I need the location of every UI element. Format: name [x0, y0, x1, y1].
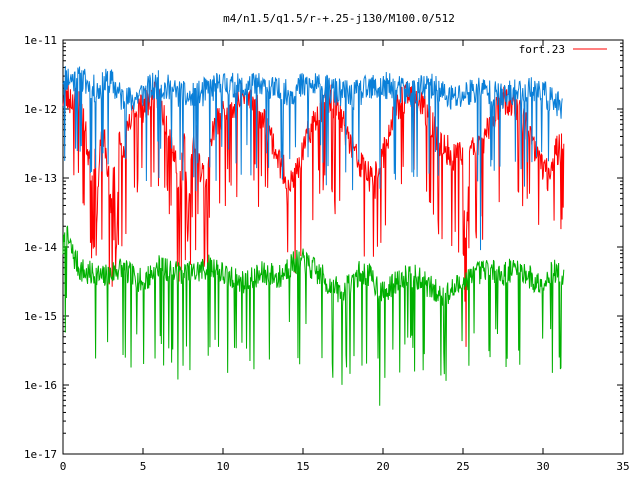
y-tick-label: 1e-14	[24, 241, 57, 254]
x-tick-label: 35	[616, 460, 629, 473]
x-tick-label: 15	[296, 460, 309, 473]
legend-label: fort.23	[519, 43, 565, 56]
series-layer	[62, 66, 565, 406]
y-tick-label: 1e-13	[24, 172, 57, 185]
x-tick-label: 10	[216, 460, 229, 473]
y-tick-label: 1e-11	[24, 34, 57, 47]
x-tick-label: 5	[140, 460, 147, 473]
x-tick-label: 30	[536, 460, 549, 473]
y-tick-label: 1e-15	[24, 310, 57, 323]
series-line-1	[62, 66, 563, 251]
y-tick-label: 1e-16	[24, 379, 57, 392]
legend: fort.23	[519, 43, 607, 56]
series-line-2	[62, 225, 565, 406]
x-tick-label: 25	[456, 460, 469, 473]
x-tick-label: 20	[376, 460, 389, 473]
y-tick-label: 1e-12	[24, 103, 57, 116]
y-tick-label: 1e-17	[24, 448, 57, 461]
chart-title: m4/n1.5/q1.5/r-+.25-j130/M100.0/512	[223, 12, 455, 25]
axis-ticks: 0 5 10 15 20 25 30 35 1e-17 1e-16 1e-15 1e-14 1e-13 1…	[24, 34, 630, 473]
x-tick-label: 0	[60, 460, 67, 473]
